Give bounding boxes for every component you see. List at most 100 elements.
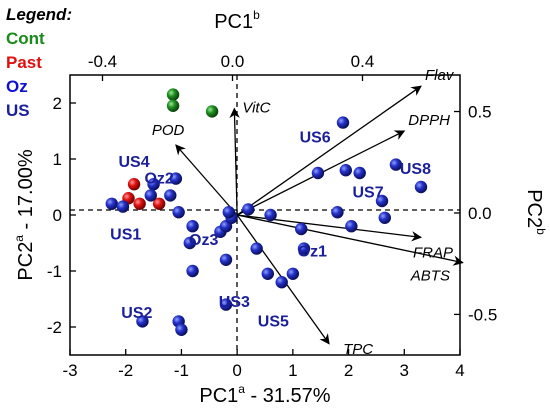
bottom-tick-label: 0	[232, 361, 241, 380]
loading-vectors: Flav DPPH VitC POD FRAP ABTS TPC	[152, 67, 464, 358]
top-tick-label: 0.4	[351, 52, 375, 71]
group-label-us7: US7	[353, 185, 384, 202]
point-cont	[166, 88, 180, 101]
top-axis-title-main: PC1	[214, 11, 253, 33]
left-axis-title-sup: a	[12, 235, 26, 242]
point-us	[264, 208, 277, 222]
bottom-tick-label: 2	[344, 361, 353, 380]
loading-vector-abts	[237, 214, 464, 266]
point-us	[164, 189, 177, 202]
loading-label-abts: ABTS	[410, 268, 450, 285]
point-us	[105, 197, 118, 210]
point-us	[183, 236, 196, 250]
group-label-oz2: Oz2	[144, 171, 173, 188]
point-us	[331, 206, 344, 219]
group-label-us2: US2	[121, 305, 152, 322]
top-tick-label: 0.0	[221, 52, 245, 71]
point-us	[339, 164, 352, 177]
point-us	[353, 166, 366, 180]
bottom-tick-label: -1	[174, 361, 189, 380]
loading-label-frap: FRAP	[413, 244, 453, 261]
axis-ticks: -3 -2 -1 0 1 2 3 4 -2 -1 0 1 2 -0.4 0.0 0.4 0.5 0.0 -0.5	[47, 52, 497, 380]
top-axis-title: PC1b	[214, 8, 260, 33]
right-tick-label: -0.5	[468, 305, 497, 324]
point-us	[297, 242, 311, 255]
point-us	[219, 298, 233, 311]
point-us	[242, 203, 255, 216]
bottom-axis-title: PC1a - 31.57%	[199, 382, 330, 407]
loading-label-pod: POD	[152, 122, 185, 139]
point-us	[136, 315, 149, 328]
left-axis-title: PC2a - 17.00%	[12, 149, 37, 280]
point-cont	[205, 105, 219, 118]
bottom-axis-title-sup: a	[238, 382, 245, 396]
left-axis-title-rest: - 17.00%	[15, 149, 37, 235]
bottom-tick-label: -2	[118, 361, 133, 380]
bottom-tick-label: 1	[288, 361, 297, 380]
point-us	[295, 222, 308, 236]
top-axis-title-sup: b	[253, 8, 260, 22]
loading-vector-pod	[175, 144, 238, 216]
point-us	[147, 178, 160, 191]
loading-label-tpc: TPC	[343, 341, 373, 358]
bottom-tick-label: 3	[400, 361, 409, 380]
top-tick-label: -0.4	[88, 52, 117, 71]
legend-item-oz: Oz	[6, 77, 28, 96]
point-us	[261, 267, 274, 280]
left-tick-label: 0	[53, 206, 62, 225]
point-us	[175, 323, 188, 336]
point-past	[133, 197, 146, 210]
right-axis-title-sup: b	[534, 228, 548, 235]
right-tick-label: 0.0	[468, 204, 492, 223]
bottom-axis-title-rest: - 31.57%	[245, 385, 331, 407]
point-us	[186, 264, 199, 278]
point-us	[275, 276, 288, 289]
legend-item-us: US	[6, 101, 30, 120]
point-us	[144, 189, 157, 202]
point-us	[169, 172, 183, 185]
bottom-tick-label: 4	[455, 361, 464, 380]
group-label-oz1: Oz1	[298, 243, 327, 260]
point-us	[345, 220, 358, 233]
score-points	[105, 88, 428, 336]
point-us	[250, 242, 263, 255]
left-tick-label: 2	[53, 94, 62, 113]
loading-label-dpph: DPPH	[408, 112, 450, 129]
point-us	[172, 206, 185, 219]
point-us	[336, 116, 350, 129]
bottom-axis-title-main: PC1	[199, 385, 238, 407]
point-us	[186, 220, 199, 233]
right-axis-title: PC2b	[523, 189, 548, 235]
legend: Legend: Cont Past Oz US	[6, 5, 72, 120]
legend-title: Legend:	[6, 5, 72, 24]
loading-vector-vitc	[229, 107, 240, 216]
point-us	[378, 211, 391, 224]
left-axis-title-main: PC2	[15, 242, 37, 281]
group-label-us8: US8	[400, 161, 431, 178]
group-label-us3: US3	[219, 294, 250, 311]
point-us	[375, 194, 389, 208]
point-us	[414, 180, 428, 194]
loading-label-vitc: VitC	[242, 100, 270, 117]
loading-vector-flav	[236, 85, 422, 216]
point-us	[222, 206, 235, 219]
point-us	[116, 200, 130, 213]
loading-label-flav: Flav	[425, 67, 455, 84]
point-us	[286, 267, 300, 280]
group-label-us5: US5	[258, 313, 289, 330]
left-tick-label: 1	[53, 150, 62, 169]
group-label-us4: US4	[119, 154, 150, 171]
group-label-us1: US1	[110, 227, 141, 244]
left-tick-label: -2	[47, 318, 62, 337]
point-us	[389, 158, 403, 171]
right-tick-label: 0.5	[468, 103, 492, 122]
group-label-oz3: Oz3	[189, 232, 218, 249]
point-us	[311, 166, 325, 180]
point-cont	[166, 99, 180, 113]
group-label-us6: US6	[300, 130, 331, 147]
right-axis-title-main: PC2	[523, 189, 545, 228]
point-past	[127, 178, 141, 191]
point-past	[152, 197, 166, 210]
